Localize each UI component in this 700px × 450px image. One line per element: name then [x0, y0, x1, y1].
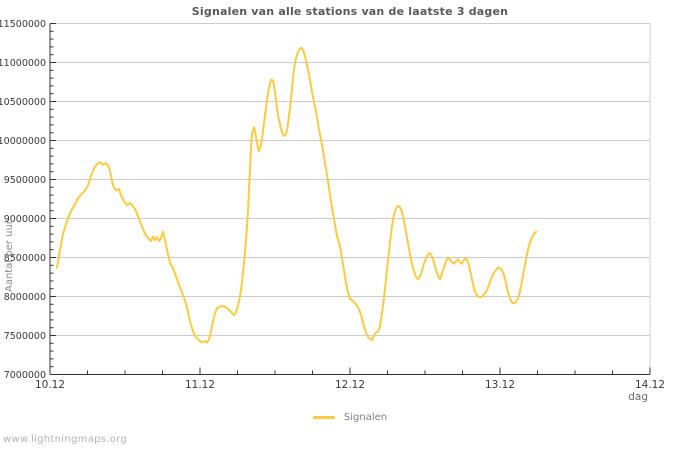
y-tick-label: 11000000 — [0, 58, 46, 69]
x-tick-label: 14.12 — [635, 379, 665, 391]
legend-label: Signalen — [343, 412, 388, 423]
y-tick-label: 8000000 — [4, 292, 46, 303]
x-tick-label: 12.12 — [335, 379, 365, 391]
y-tick-label: 10000000 — [0, 136, 46, 147]
x-tick-label: 13.12 — [485, 379, 515, 391]
x-tick-label: 11.12 — [185, 379, 215, 391]
x-tick-label: 10.12 — [35, 379, 65, 391]
watermark-link: www.lightningmaps.org — [3, 434, 128, 445]
legend: Signalen — [0, 412, 700, 423]
y-tick-label: 7000000 — [4, 370, 46, 381]
x-axis-label: dag — [628, 391, 648, 403]
y-tick-label: 7500000 — [4, 331, 46, 342]
chart-title: Signalen van alle stations van de laatst… — [191, 5, 509, 18]
y-tick-label: 11500000 — [0, 19, 46, 30]
y-tick-label: 9500000 — [4, 175, 46, 186]
y-tick-label: 10500000 — [0, 97, 46, 108]
legend-line-swatch — [312, 416, 335, 419]
y-tick-label: 8500000 — [4, 253, 46, 264]
y-axis-label: Aantal per uur — [4, 220, 15, 292]
y-tick-label: 9000000 — [4, 214, 46, 225]
signal-line-series — [56, 46, 537, 344]
